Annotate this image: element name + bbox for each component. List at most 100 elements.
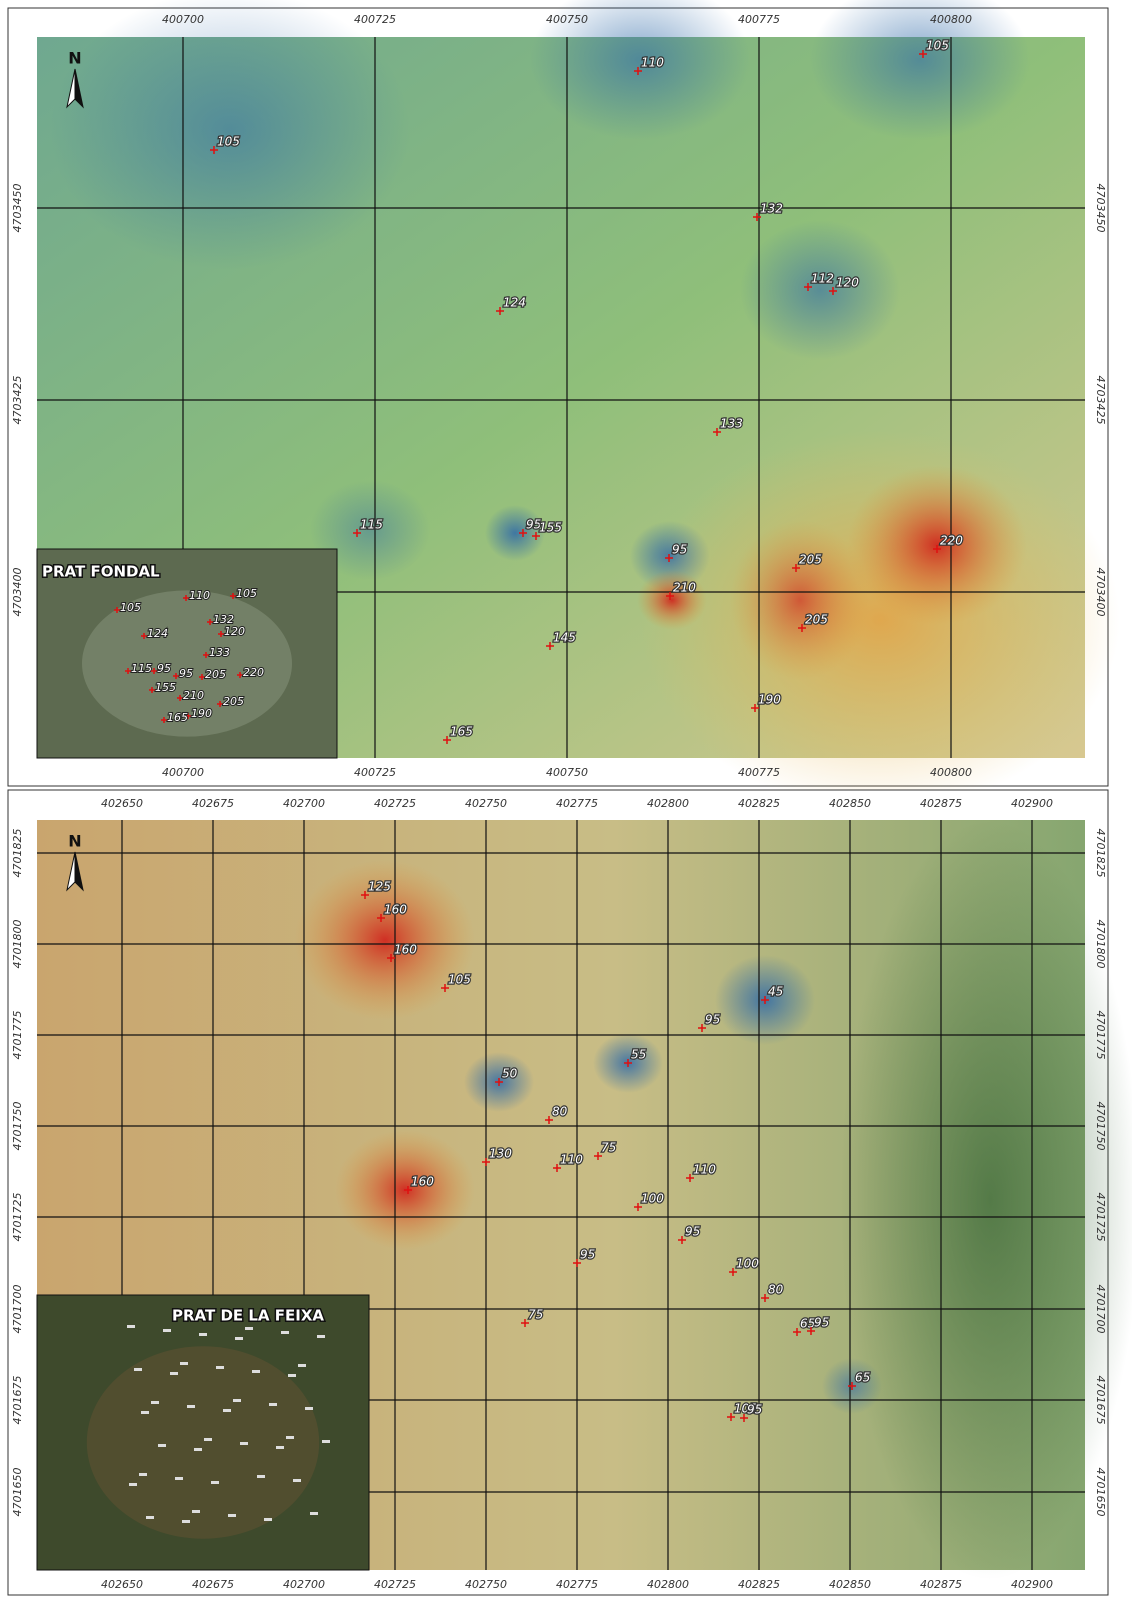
inset-marker: [146, 1516, 154, 1519]
y-tick-label: 4703400: [11, 568, 24, 617]
x-tick-label: 400775: [738, 766, 780, 779]
inset-marker: [223, 1409, 231, 1412]
y-tick-label: 4701700: [11, 1285, 24, 1334]
x-tick-label: 400775: [738, 13, 780, 26]
point-label: 145: [553, 631, 576, 645]
inset-marker: [139, 1473, 147, 1476]
y-tick-label: 4701650: [1094, 1468, 1107, 1517]
inset-point-label: 220: [243, 666, 264, 679]
inset-marker: [252, 1370, 260, 1373]
point-label: 55: [631, 1048, 646, 1062]
x-tick-label: 402775: [556, 797, 598, 810]
inset-marker: [228, 1514, 236, 1517]
inset-point-label: 95: [179, 667, 193, 680]
inset-marker: [187, 1405, 195, 1408]
inset-point-label: 190: [191, 707, 212, 720]
depth-zone: [637, 570, 707, 630]
y-tick-label: 4701750: [1094, 1102, 1107, 1151]
inset-marker: [141, 1411, 149, 1414]
y-tick-label: 4701700: [1094, 1285, 1107, 1334]
point-label: 110: [693, 1163, 716, 1177]
inset-marker: [235, 1337, 243, 1340]
point-label: 95: [747, 1403, 762, 1417]
x-tick-label: 400750: [546, 766, 588, 779]
point-label: 205: [805, 613, 828, 627]
point-label: 115: [360, 518, 383, 532]
forest-zone: [840, 820, 1132, 1580]
x-tick-label: 402800: [647, 797, 689, 810]
y-tick-label: 4701725: [11, 1193, 24, 1242]
inset-point-label: 165: [167, 711, 188, 724]
y-tick-label: 4701825: [1094, 829, 1107, 878]
x-tick-label: 402875: [920, 1578, 962, 1591]
inset-marker: [175, 1477, 183, 1480]
x-tick-label: 400700: [162, 13, 204, 26]
inset-title: PRAT FONDAL: [42, 563, 160, 581]
y-tick-label: 4701825: [11, 829, 24, 878]
inset-marker: [322, 1440, 330, 1443]
x-tick-label: 402675: [192, 1578, 234, 1591]
inset-marker: [293, 1479, 301, 1482]
inset-point-label: 105: [236, 587, 257, 600]
x-tick-label: 402750: [465, 797, 507, 810]
inset-point-label: 120: [224, 625, 245, 638]
point-label: 45: [768, 985, 783, 999]
point-label: 95: [672, 543, 687, 557]
point-label: 120: [836, 276, 859, 290]
x-tick-label: 400800: [930, 766, 972, 779]
inset-point-label: 210: [183, 689, 204, 702]
y-tick-label: 4703400: [1094, 568, 1107, 617]
x-tick-label: 402825: [738, 1578, 780, 1591]
y-tick-label: 4701675: [1094, 1376, 1107, 1425]
x-tick-label: 402825: [738, 797, 780, 810]
point-label: 160: [384, 903, 407, 917]
point-label: 155: [539, 521, 562, 535]
inset-point-label: 95: [157, 662, 171, 675]
inset-marker: [288, 1374, 296, 1377]
inset-point-label: 205: [205, 668, 226, 681]
y-tick-label: 4701650: [11, 1468, 24, 1517]
inset-marker: [127, 1325, 135, 1328]
inset-marker: [170, 1372, 178, 1375]
north-label: N: [68, 832, 81, 851]
point-label: 124: [503, 296, 526, 310]
x-tick-label: 402725: [374, 797, 416, 810]
point-label: 100: [641, 1192, 664, 1206]
y-tick-label: 4703425: [11, 376, 24, 425]
x-tick-label: 402775: [556, 1578, 598, 1591]
inset-marker: [298, 1364, 306, 1367]
inset-marker: [199, 1333, 207, 1336]
x-tick-label: 400700: [162, 766, 204, 779]
x-tick-label: 402900: [1011, 1578, 1053, 1591]
x-tick-label: 402700: [283, 797, 325, 810]
x-tick-label: 400725: [354, 766, 396, 779]
x-tick-label: 402700: [283, 1578, 325, 1591]
point-label: 160: [394, 943, 417, 957]
inset-marker: [129, 1483, 137, 1486]
north-label: N: [68, 49, 81, 68]
point-label: 65: [800, 1317, 815, 1331]
x-tick-label: 402850: [829, 1578, 871, 1591]
inset-marker: [269, 1403, 277, 1406]
inset-marker: [158, 1444, 166, 1447]
point-label: 130: [489, 1147, 512, 1161]
inset-texture: [87, 1346, 319, 1539]
x-tick-label: 402900: [1011, 797, 1053, 810]
point-label: 95: [814, 1316, 829, 1330]
point-label: 105: [217, 135, 240, 149]
inset-marker: [233, 1399, 241, 1402]
x-tick-label: 402875: [920, 797, 962, 810]
inset-marker: [211, 1481, 219, 1484]
depth-zone: [730, 520, 870, 680]
point-label: 75: [528, 1308, 543, 1322]
x-tick-label: 400800: [930, 13, 972, 26]
inset-marker: [310, 1512, 318, 1515]
inset-marker: [216, 1366, 224, 1369]
point-label: 100: [736, 1257, 759, 1271]
point-label: 220: [940, 534, 963, 548]
point-label: 65: [855, 1371, 870, 1385]
inset-title: PRAT DE LA FEIXA: [172, 1307, 324, 1325]
depth-zone: [740, 220, 900, 360]
x-tick-label: 402800: [647, 1578, 689, 1591]
y-tick-label: 4701750: [11, 1102, 24, 1151]
